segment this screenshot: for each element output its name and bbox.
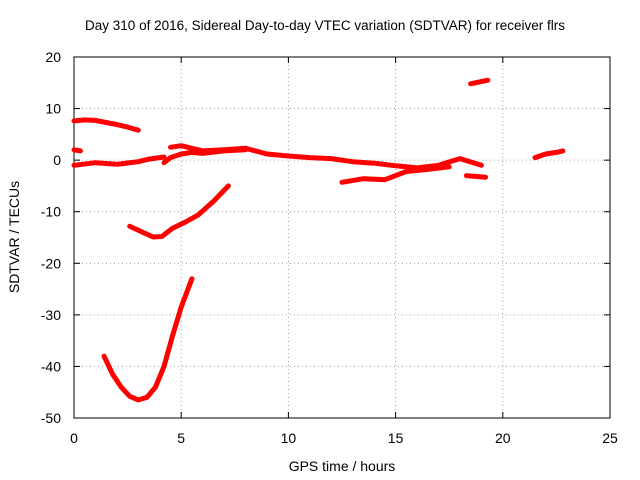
series-line-6: [339, 164, 452, 185]
y-tick-label: -20: [41, 255, 61, 271]
plot-frame: [73, 56, 611, 419]
ticks: 0 5 10 15 20 25 20 10 0 -10 -20 -30 -40 -50: [41, 49, 618, 446]
series-line-11: [101, 276, 195, 403]
y-axis-label: SDTVAR / TECUs: [6, 181, 22, 293]
y-tick-label: 10: [45, 101, 61, 117]
x-tick-label: 25: [602, 430, 618, 446]
x-tick-label: 10: [281, 430, 297, 446]
data-series: [71, 77, 566, 403]
series-line-7: [463, 173, 489, 180]
y-tick-label: 0: [53, 152, 61, 168]
series-line-9: [532, 148, 566, 161]
y-tick-label: -30: [41, 307, 61, 323]
y-tick-label: -50: [41, 410, 61, 426]
y-tick-label: -10: [41, 204, 61, 220]
series-line-8: [468, 77, 491, 87]
x-tick-label: 20: [495, 430, 511, 446]
chart-title: Day 310 of 2016, Sidereal Day-to-day VTE…: [85, 18, 565, 33]
x-tick-label: 15: [388, 430, 404, 446]
series-line-3: [71, 154, 167, 168]
y-tick-label: 20: [45, 49, 61, 65]
series-line-10: [127, 183, 231, 240]
x-tick-label: 0: [70, 430, 78, 446]
series-line-5: [168, 143, 484, 171]
y-tick-label: -40: [41, 358, 61, 374]
series-line-2: [71, 147, 83, 154]
x-axis-label: GPS time / hours: [289, 458, 396, 474]
series-line-1: [71, 117, 141, 133]
x-tick-label: 5: [177, 430, 185, 446]
